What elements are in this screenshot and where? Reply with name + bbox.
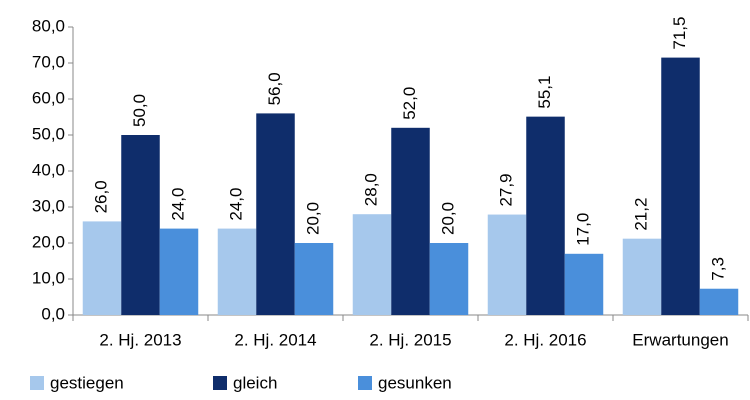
value-label: 20,0 [438, 202, 457, 235]
y-tick-label: 40,0 [32, 160, 65, 179]
bar [429, 243, 469, 315]
legend-label: gesunken [378, 373, 452, 392]
value-label: 20,0 [303, 202, 322, 235]
value-label: 56,0 [265, 72, 284, 105]
y-tick-label: 30,0 [32, 196, 65, 215]
legend-swatch [358, 376, 372, 390]
value-label: 21,2 [631, 198, 650, 231]
legend-label: gleich [233, 373, 277, 392]
value-label: 50,0 [130, 94, 149, 127]
bar [391, 127, 430, 315]
bar [82, 221, 122, 315]
bar [159, 228, 199, 315]
value-label: 26,0 [91, 180, 110, 213]
bar [121, 135, 160, 315]
bar [699, 288, 739, 315]
bar [526, 116, 565, 315]
value-label: 27,9 [496, 173, 515, 206]
x-tick-label: 2. Hj. 2013 [99, 330, 181, 349]
legend-swatch [30, 376, 44, 390]
value-label: 17,0 [573, 213, 592, 246]
bar [352, 214, 392, 315]
bar [564, 253, 604, 315]
y-tick-label: 20,0 [32, 232, 65, 251]
value-label: 71,5 [670, 17, 689, 50]
legend-swatch [213, 376, 227, 390]
bar [256, 113, 295, 316]
bar [294, 243, 334, 315]
bar [487, 214, 527, 315]
y-tick-label: 80,0 [32, 16, 65, 35]
x-tick-label: 2. Hj. 2015 [369, 330, 451, 349]
value-label: 24,0 [168, 188, 187, 221]
y-tick-label: 60,0 [32, 88, 65, 107]
y-tick-label: 10,0 [32, 268, 65, 287]
bar [622, 238, 662, 315]
value-label: 55,1 [535, 76, 554, 109]
x-tick-label: 2. Hj. 2016 [504, 330, 586, 349]
x-tick-label: Erwartungen [632, 330, 728, 349]
bar [661, 57, 700, 315]
y-tick-label: 50,0 [32, 124, 65, 143]
y-tick-label: 0,0 [41, 304, 65, 323]
bar [217, 228, 257, 315]
value-label: 24,0 [226, 188, 245, 221]
y-tick-label: 70,0 [32, 52, 65, 71]
legend-label: gestiegen [50, 373, 124, 392]
value-label: 7,3 [708, 257, 727, 281]
value-label: 28,0 [361, 173, 380, 206]
x-tick-label: 2. Hj. 2014 [234, 330, 316, 349]
value-label: 52,0 [400, 87, 419, 120]
